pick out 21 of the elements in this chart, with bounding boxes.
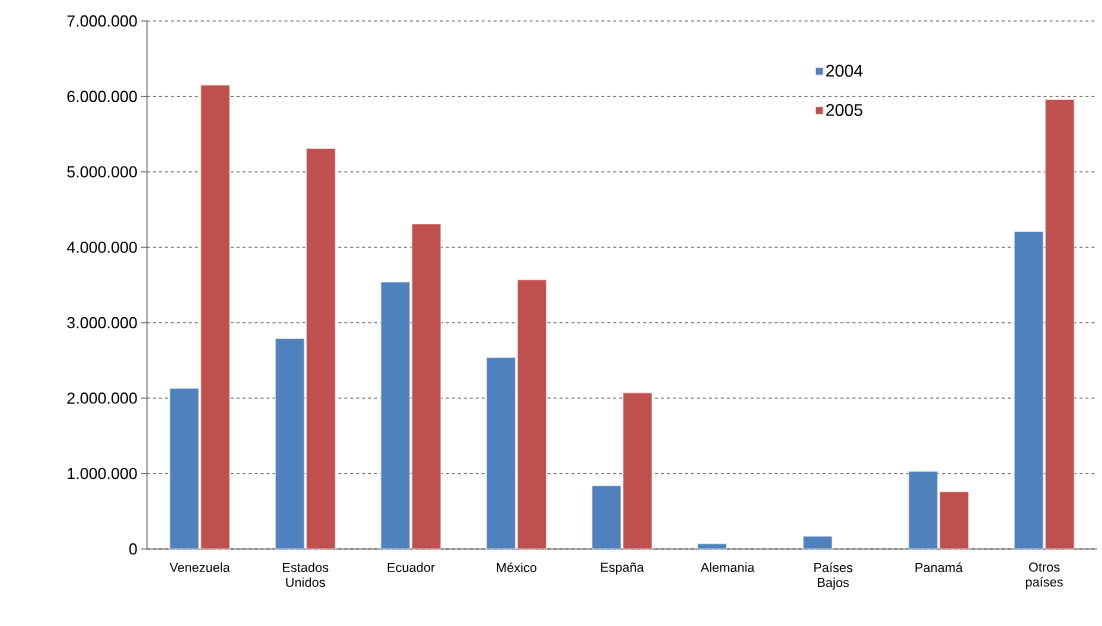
x-tick-label: Venezuela xyxy=(169,562,231,572)
legend-label: 2004 xyxy=(826,64,863,77)
legend-label: 2005 xyxy=(826,104,863,116)
x-tick-label: Alemania xyxy=(700,562,755,572)
x-tick-label: México xyxy=(497,562,537,573)
x-tick-label: Panamá xyxy=(915,562,963,573)
y-tick-label: 5.000.000 xyxy=(67,166,137,178)
bar xyxy=(802,535,833,550)
y-tick-label: 2.000.000 xyxy=(67,392,137,404)
x-tick-label: Otros países xyxy=(1025,562,1063,590)
y-tick-label: 0 xyxy=(129,543,137,555)
y-tick-label: 4.000.000 xyxy=(66,241,137,253)
y-tick-label: 1.000.000 xyxy=(67,467,137,480)
x-tick-label: España xyxy=(601,562,644,575)
x-tick-label: Estados Unidos xyxy=(283,562,329,587)
x-tick-label: Ecuador xyxy=(387,562,435,572)
y-tick-label: 6.000.000 xyxy=(67,90,137,103)
bar xyxy=(697,543,727,550)
y-tick-label: 3.000.000 xyxy=(67,317,137,329)
y-tick-label: 7.000.000 xyxy=(67,15,137,27)
x-tick-label: Países Bajos xyxy=(814,562,853,590)
